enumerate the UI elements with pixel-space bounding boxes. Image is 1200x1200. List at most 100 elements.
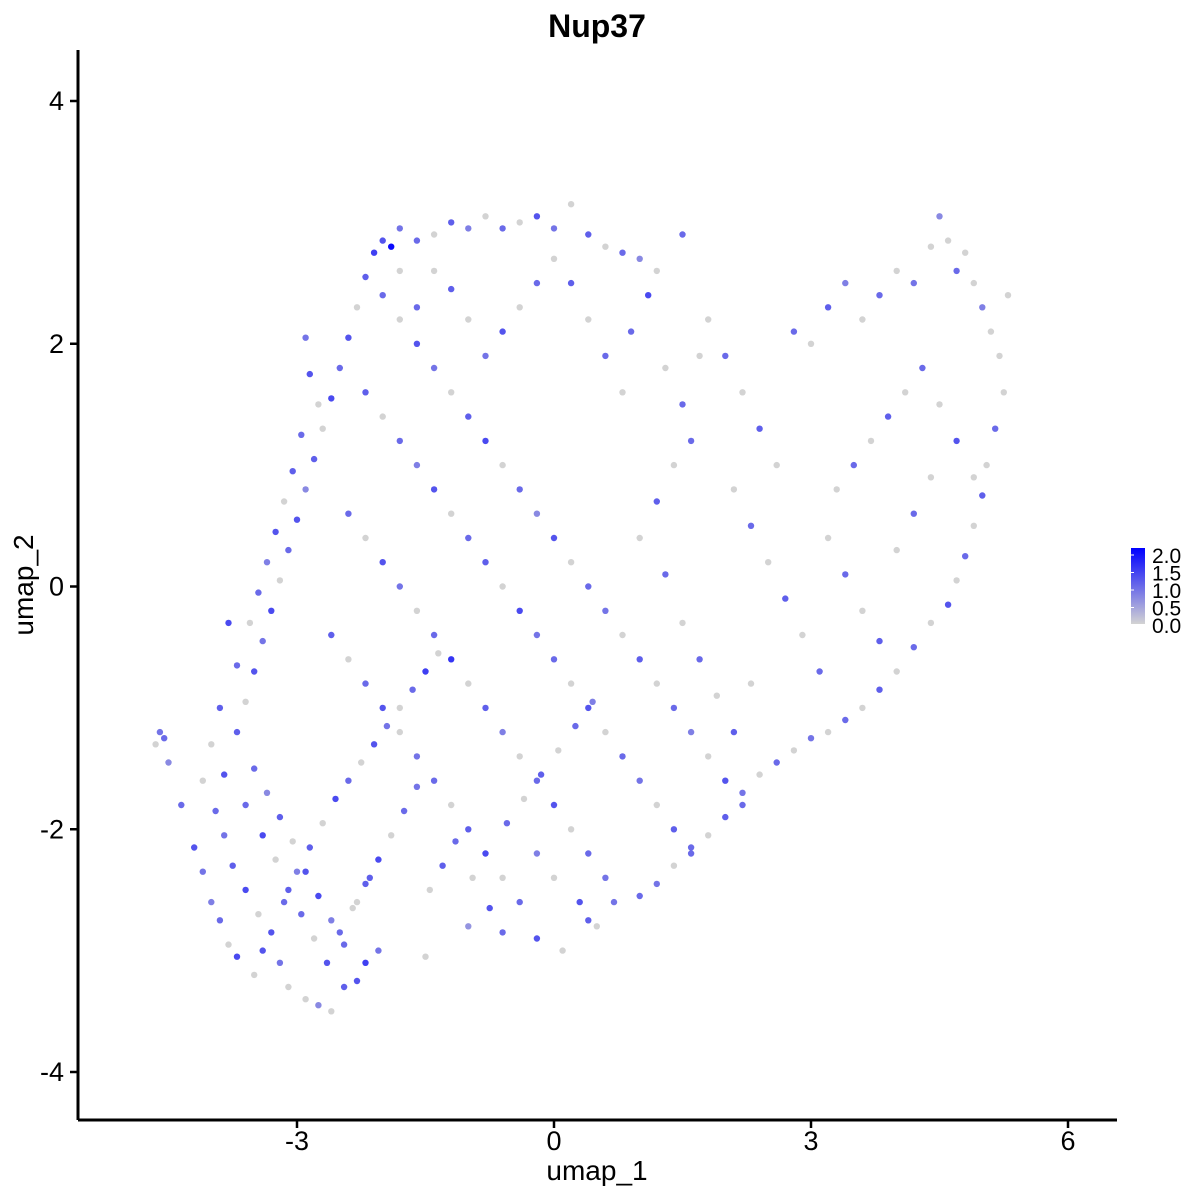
cell-point-143 (636, 777, 643, 784)
cell-point-139 (567, 680, 575, 687)
cell-point-216 (824, 728, 832, 736)
colorbar-label: 1.5 (1152, 563, 1181, 586)
cell-point-27 (585, 917, 592, 924)
cell-point-281 (216, 704, 224, 712)
cell-point-165 (362, 680, 369, 687)
cell-point-269 (448, 285, 455, 293)
cell-point-306 (555, 747, 562, 754)
cell-point-14 (285, 983, 292, 991)
cell-point-222 (722, 813, 729, 821)
cell-point-215 (842, 716, 849, 724)
cell-point-13 (276, 959, 284, 966)
cell-point-179 (705, 316, 712, 323)
cell-point-235 (867, 437, 875, 445)
cell-point-99 (289, 468, 296, 475)
cell-point-38 (293, 868, 301, 875)
cell-point-59 (366, 874, 373, 881)
cell-point-8 (216, 917, 224, 924)
colorbar-label: 0.5 (1152, 598, 1181, 621)
cell-point-245 (876, 637, 883, 645)
cell-point-107 (413, 340, 421, 347)
cell-point-173 (499, 874, 506, 881)
cell-point-129 (396, 437, 403, 445)
cell-point-0 (156, 728, 164, 736)
cell-point-34 (242, 886, 249, 894)
cell-point-259 (619, 389, 626, 396)
cell-point-20 (362, 959, 369, 966)
cell-point-169 (430, 777, 438, 784)
cell-point-197 (970, 279, 977, 287)
cell-point-277 (679, 401, 686, 408)
cell-point-90 (602, 243, 609, 250)
cell-point-106 (396, 316, 403, 323)
cell-point-103 (255, 589, 262, 596)
cell-point-150 (396, 583, 403, 590)
cell-point-153 (448, 656, 455, 663)
cell-point-193 (936, 213, 943, 220)
cell-point-49 (435, 650, 442, 657)
cell-point-160 (567, 826, 575, 833)
colorbar-label: 1.0 (1152, 580, 1181, 603)
colorbar-label: 0.0 (1152, 615, 1181, 638)
cell-point-276 (662, 364, 669, 372)
cell-point-16 (315, 1002, 322, 1009)
cell-point-119 (619, 631, 626, 639)
cell-point-67 (293, 516, 301, 523)
y-axis-ticks: -4 -2 0 2 4 (40, 86, 78, 1087)
cell-point-2 (152, 741, 159, 748)
cell-point-231 (799, 631, 806, 639)
cell-point-280 (233, 662, 241, 669)
cell-point-104 (246, 619, 254, 627)
cell-point-141 (602, 728, 609, 736)
cell-point-32 (221, 832, 228, 839)
cell-point-28 (610, 898, 618, 906)
cell-point-93 (653, 267, 660, 275)
cell-point-71 (328, 395, 335, 402)
cell-point-82 (465, 225, 472, 232)
colorbar (1131, 548, 1145, 624)
cell-point-69 (310, 455, 318, 463)
cell-point-155 (482, 704, 489, 712)
cell-point-256 (713, 692, 720, 699)
cell-point-164 (345, 656, 352, 663)
cell-point-174 (516, 898, 523, 906)
cell-point-229 (765, 559, 772, 566)
cell-point-170 (448, 801, 455, 809)
cell-point-100 (280, 498, 288, 505)
cell-point-81 (448, 219, 455, 226)
cell-point-304 (520, 795, 528, 803)
cell-point-258 (747, 680, 755, 687)
cell-point-114 (533, 510, 541, 517)
cell-point-70 (319, 425, 326, 432)
cell-point-262 (567, 279, 575, 287)
cell-point-250 (670, 461, 678, 469)
cell-point-43 (358, 759, 365, 766)
cell-point-181 (739, 389, 746, 396)
cell-point-33 (229, 862, 236, 869)
cell-point-284 (242, 801, 249, 809)
cell-point-202 (1000, 389, 1007, 396)
cell-point-238 (919, 364, 926, 372)
cell-point-18 (340, 983, 348, 991)
cell-point-63 (259, 637, 266, 645)
cell-point-124 (705, 753, 712, 760)
cell-point-134 (482, 559, 489, 566)
cell-point-308 (589, 698, 596, 705)
cell-point-212 (893, 668, 900, 675)
cell-point-95 (302, 334, 309, 341)
cell-point-89 (585, 231, 592, 238)
cell-point-230 (782, 595, 789, 602)
cell-point-166 (379, 704, 386, 712)
cell-point-228 (747, 522, 755, 529)
cell-point-24 (499, 929, 506, 936)
cell-point-241 (970, 474, 977, 481)
cell-point-45 (383, 722, 391, 730)
cell-point-17 (328, 1008, 335, 1015)
cell-point-159 (550, 801, 558, 809)
cell-point-175 (533, 850, 541, 857)
cell-point-73 (345, 334, 352, 341)
points-layer (152, 201, 1012, 1015)
cell-point-84 (499, 225, 506, 232)
cell-point-188 (859, 316, 866, 323)
cell-point-126 (739, 801, 746, 809)
